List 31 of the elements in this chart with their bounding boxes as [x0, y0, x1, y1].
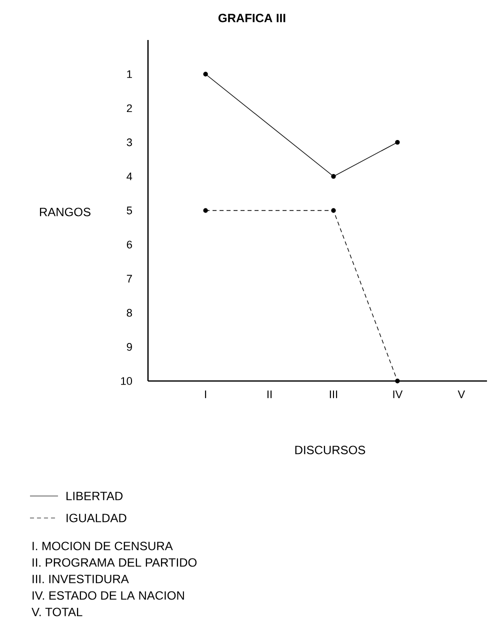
y-tick-label: 1	[127, 70, 132, 78]
x-tick-label: II	[267, 390, 272, 398]
point	[203, 208, 208, 213]
point	[331, 208, 336, 213]
point	[203, 72, 208, 76]
y-tick-label: 2	[126, 104, 132, 112]
chart-title: GRAFICA III	[218, 14, 286, 22]
x-axis-title: DISCURSOS	[295, 446, 366, 454]
point	[331, 174, 336, 179]
y-tick-label: 9	[126, 343, 132, 351]
text: V. TOTAL	[32, 608, 82, 616]
legend-label: IGUALDAD	[66, 514, 126, 522]
x-tick-label: V	[458, 390, 466, 398]
point	[395, 378, 400, 384]
y-tick-label: 5	[126, 206, 132, 214]
y-tick-label: 6	[126, 240, 132, 248]
x-tick-label: IV	[393, 390, 403, 398]
y-tick-label: 3	[126, 138, 132, 146]
point	[395, 140, 400, 145]
text: IV. ESTADO DE LA NACION	[32, 591, 184, 600]
y-axis-title: RANGOS	[40, 208, 90, 216]
y-tick-label: 10	[121, 377, 132, 385]
y-tick-label: 7	[126, 274, 132, 282]
x-tick-label: I	[205, 390, 206, 398]
text: II. PROGRAMA DEL PARTIDO	[32, 558, 197, 567]
y-tick-label: 8	[126, 308, 132, 317]
legend-label: LIBERTAD	[66, 492, 123, 500]
text: III. INVESTIDURA	[32, 574, 129, 584]
x-tick-label: III	[330, 390, 338, 398]
text: I. MOCION DE CENSURA	[32, 542, 173, 550]
y-tick-label: 4	[126, 172, 132, 180]
